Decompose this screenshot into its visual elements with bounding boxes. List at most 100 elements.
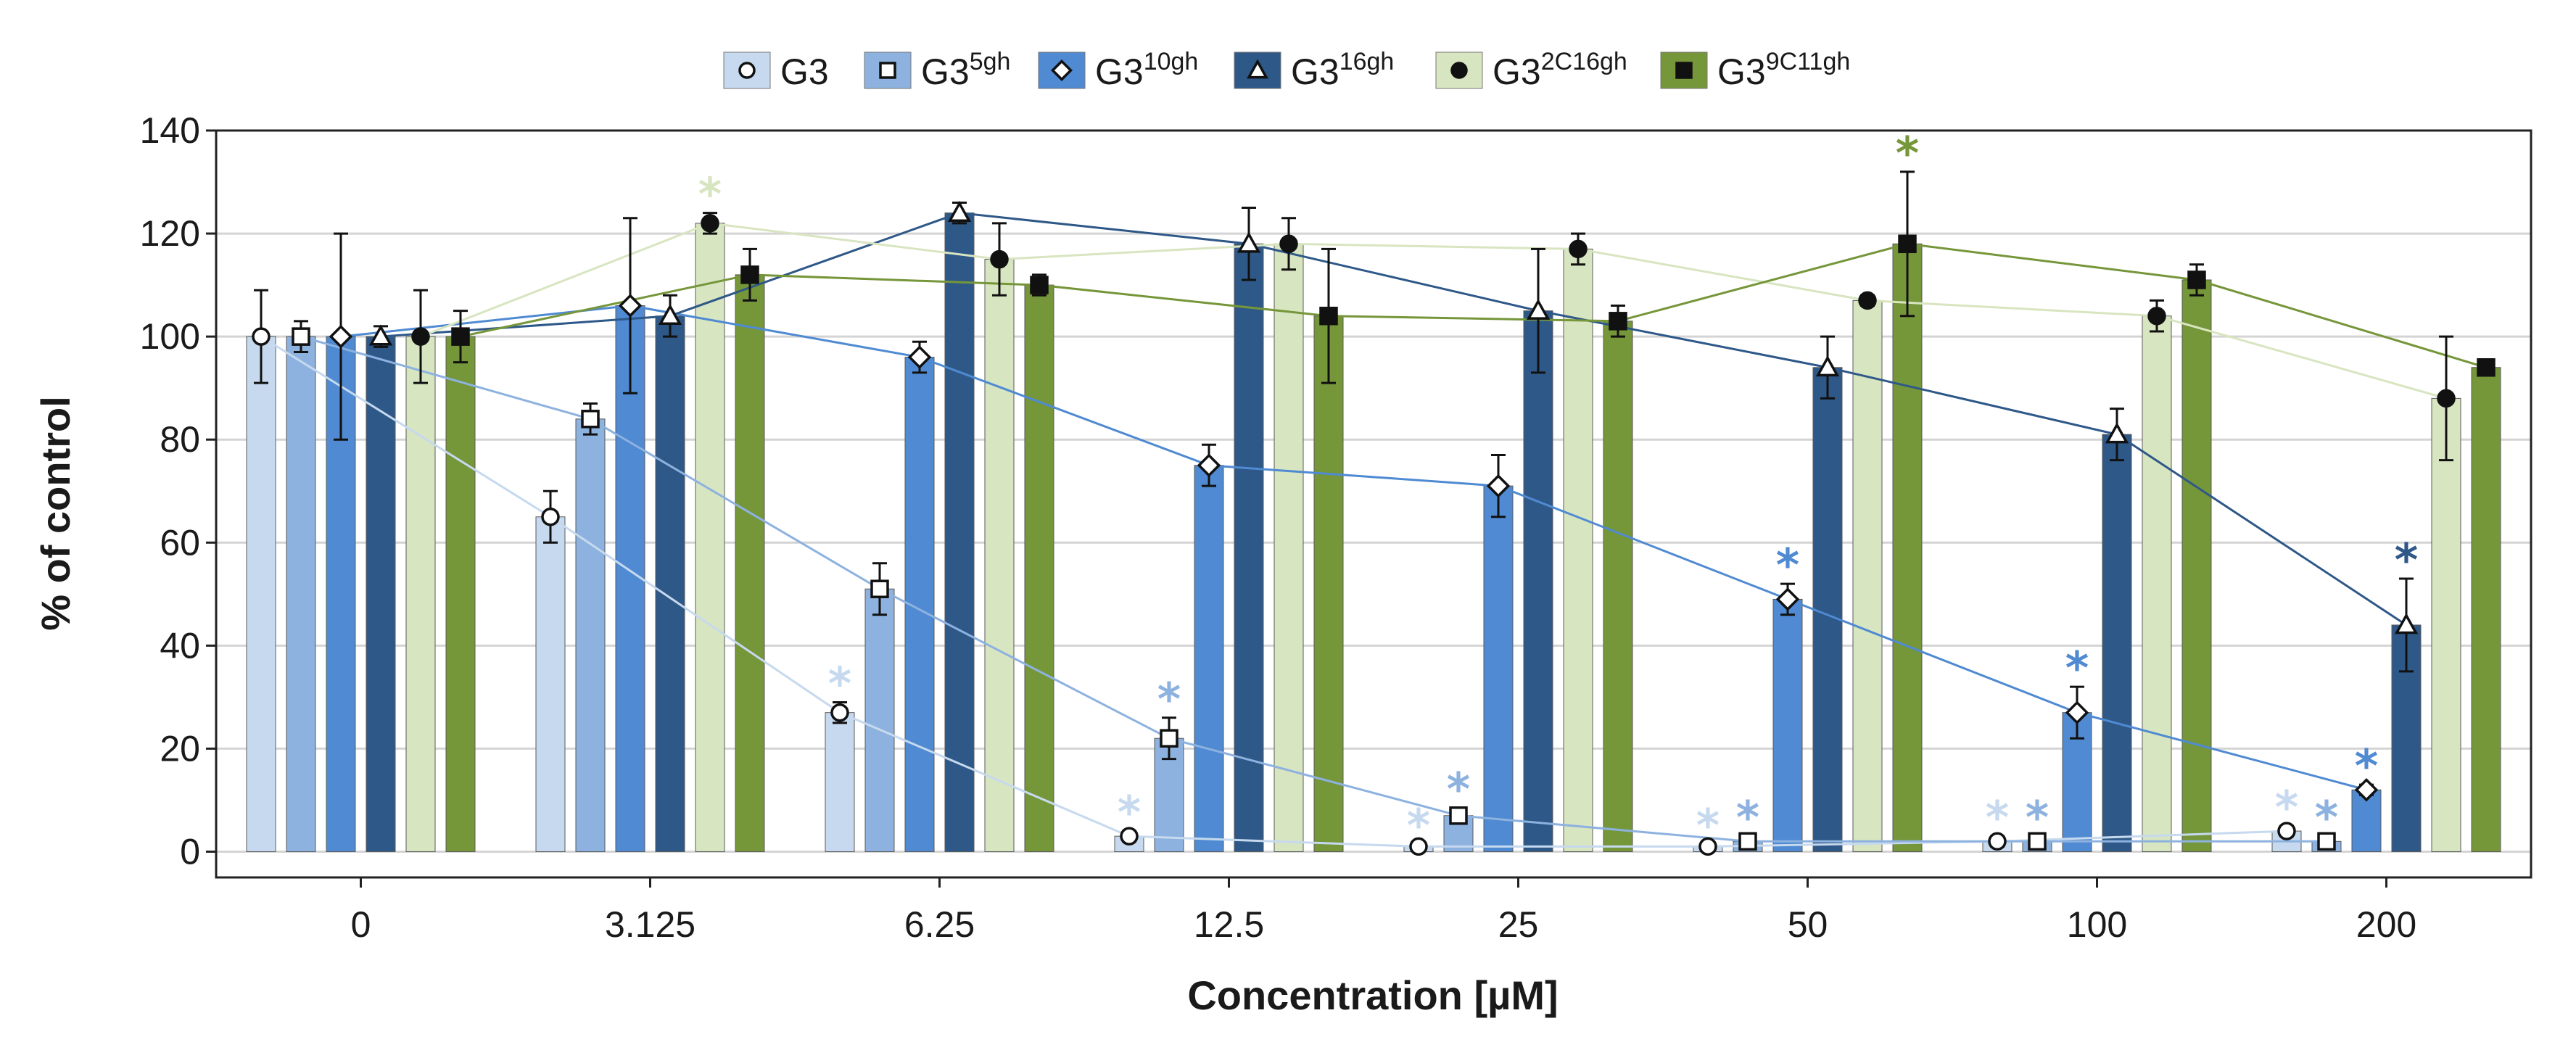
data-point — [1319, 306, 1338, 326]
bar — [246, 336, 276, 852]
bar — [575, 418, 606, 852]
data-point — [2394, 613, 2419, 634]
legend-marker — [1247, 59, 1268, 79]
data-point — [1775, 587, 1800, 611]
bar — [1603, 321, 1633, 852]
legend-item: G3 — [723, 51, 829, 92]
data-point — [740, 265, 759, 284]
bar — [695, 223, 725, 852]
data-point — [2147, 306, 2166, 326]
legend-marker — [879, 62, 896, 79]
legend-label: G39C11gh — [1717, 48, 1850, 92]
bar — [535, 516, 566, 852]
data-markers — [252, 200, 2496, 856]
bar — [2142, 315, 2172, 852]
data-point — [2317, 832, 2336, 851]
significance-star: * — [1736, 791, 1759, 844]
legend-label: G310gh — [1095, 48, 1198, 92]
significance-star: * — [2065, 642, 2089, 695]
legend-marker — [1450, 62, 1468, 79]
bar — [1812, 367, 1843, 852]
data-point — [1409, 837, 1428, 856]
y-tick-label: 60 — [160, 522, 200, 563]
significance-star: * — [2315, 791, 2338, 844]
bar — [1273, 243, 1304, 852]
data-point — [1988, 832, 2007, 851]
legend-marker — [738, 62, 756, 79]
y-tick-label: 140 — [140, 110, 200, 151]
x-axis-title: Concentration [µM] — [1187, 972, 1558, 1018]
bar — [984, 259, 1015, 852]
bar — [735, 274, 765, 852]
data-point — [1569, 239, 1588, 259]
bar — [1024, 284, 1054, 852]
significance-star: * — [1696, 799, 1720, 852]
data-point — [252, 327, 271, 346]
legend-item: G310gh — [1038, 48, 1198, 92]
x-tick-label: 12.5 — [1194, 904, 1264, 945]
data-point — [870, 579, 889, 598]
bar — [1234, 243, 1264, 852]
series-line — [460, 242, 2487, 369]
legend-marker — [1051, 59, 1073, 81]
bar — [1194, 465, 1224, 852]
data-point — [329, 324, 353, 349]
significance-star: * — [1896, 127, 1919, 180]
significance-star: * — [1407, 799, 1430, 852]
x-tick-label: 100 — [2067, 904, 2127, 945]
bar — [2431, 397, 2461, 852]
legend-item: G316gh — [1234, 48, 1394, 92]
legend-label: G3 — [780, 51, 829, 92]
y-tick-label: 120 — [140, 213, 200, 254]
significance-marks: * * * * * * * * * * * * * * * * * — [698, 127, 2418, 852]
data-point — [701, 214, 719, 233]
data-point — [1698, 837, 1717, 856]
bar — [366, 336, 396, 852]
data-point — [368, 324, 393, 346]
legend-marker — [1675, 62, 1693, 79]
data-point — [1526, 298, 1551, 320]
data-point — [1160, 729, 1178, 748]
y-tick-label: 100 — [140, 316, 200, 357]
significance-star: * — [828, 657, 851, 710]
y-tick-label: 20 — [160, 728, 200, 769]
legend-label: G316gh — [1291, 48, 1394, 92]
data-point — [1030, 276, 1049, 294]
data-point — [2437, 389, 2456, 408]
data-point — [2065, 700, 2089, 724]
x-tick-label: 50 — [1788, 904, 1828, 945]
x-tick-label: 6.25 — [904, 904, 975, 945]
data-point — [907, 345, 932, 369]
data-point — [2477, 358, 2496, 377]
bar — [944, 212, 975, 852]
bar — [1892, 243, 1923, 852]
x-tick-label: 3.125 — [605, 904, 695, 945]
data-point — [2354, 778, 2379, 802]
significance-star: * — [1447, 763, 1470, 816]
data-point — [1609, 312, 1627, 331]
x-tick-label: 25 — [1498, 904, 1539, 945]
legend-swatch — [1038, 51, 1086, 89]
data-point — [2028, 832, 2047, 851]
data-point — [1815, 355, 1840, 377]
data-point — [618, 294, 643, 318]
bar — [864, 588, 895, 852]
bar — [1483, 485, 1514, 852]
data-point — [1279, 234, 1298, 254]
data-point — [1486, 474, 1511, 498]
legend-label: G32C16gh — [1493, 48, 1627, 92]
series-line — [340, 305, 2367, 791]
data-point — [541, 508, 560, 526]
legend: G3 G35gh G310gh G316gh G32C16gh G39C11gh — [723, 48, 1850, 92]
data-point — [2277, 822, 2296, 840]
legend-item: G39C11gh — [1660, 48, 1850, 92]
data-point — [830, 703, 849, 722]
data-point — [1120, 827, 1139, 846]
significance-star: * — [2026, 791, 2049, 844]
data-point — [1738, 832, 1757, 851]
bar — [1523, 310, 1553, 852]
bar — [405, 336, 436, 852]
legend-item: G32C16gh — [1435, 48, 1627, 92]
axes: 0 20 40 60 80 100 120 140 0 3.125 6.25 12.5 25 50 100 2… — [140, 110, 2532, 945]
data-point — [2187, 270, 2206, 289]
